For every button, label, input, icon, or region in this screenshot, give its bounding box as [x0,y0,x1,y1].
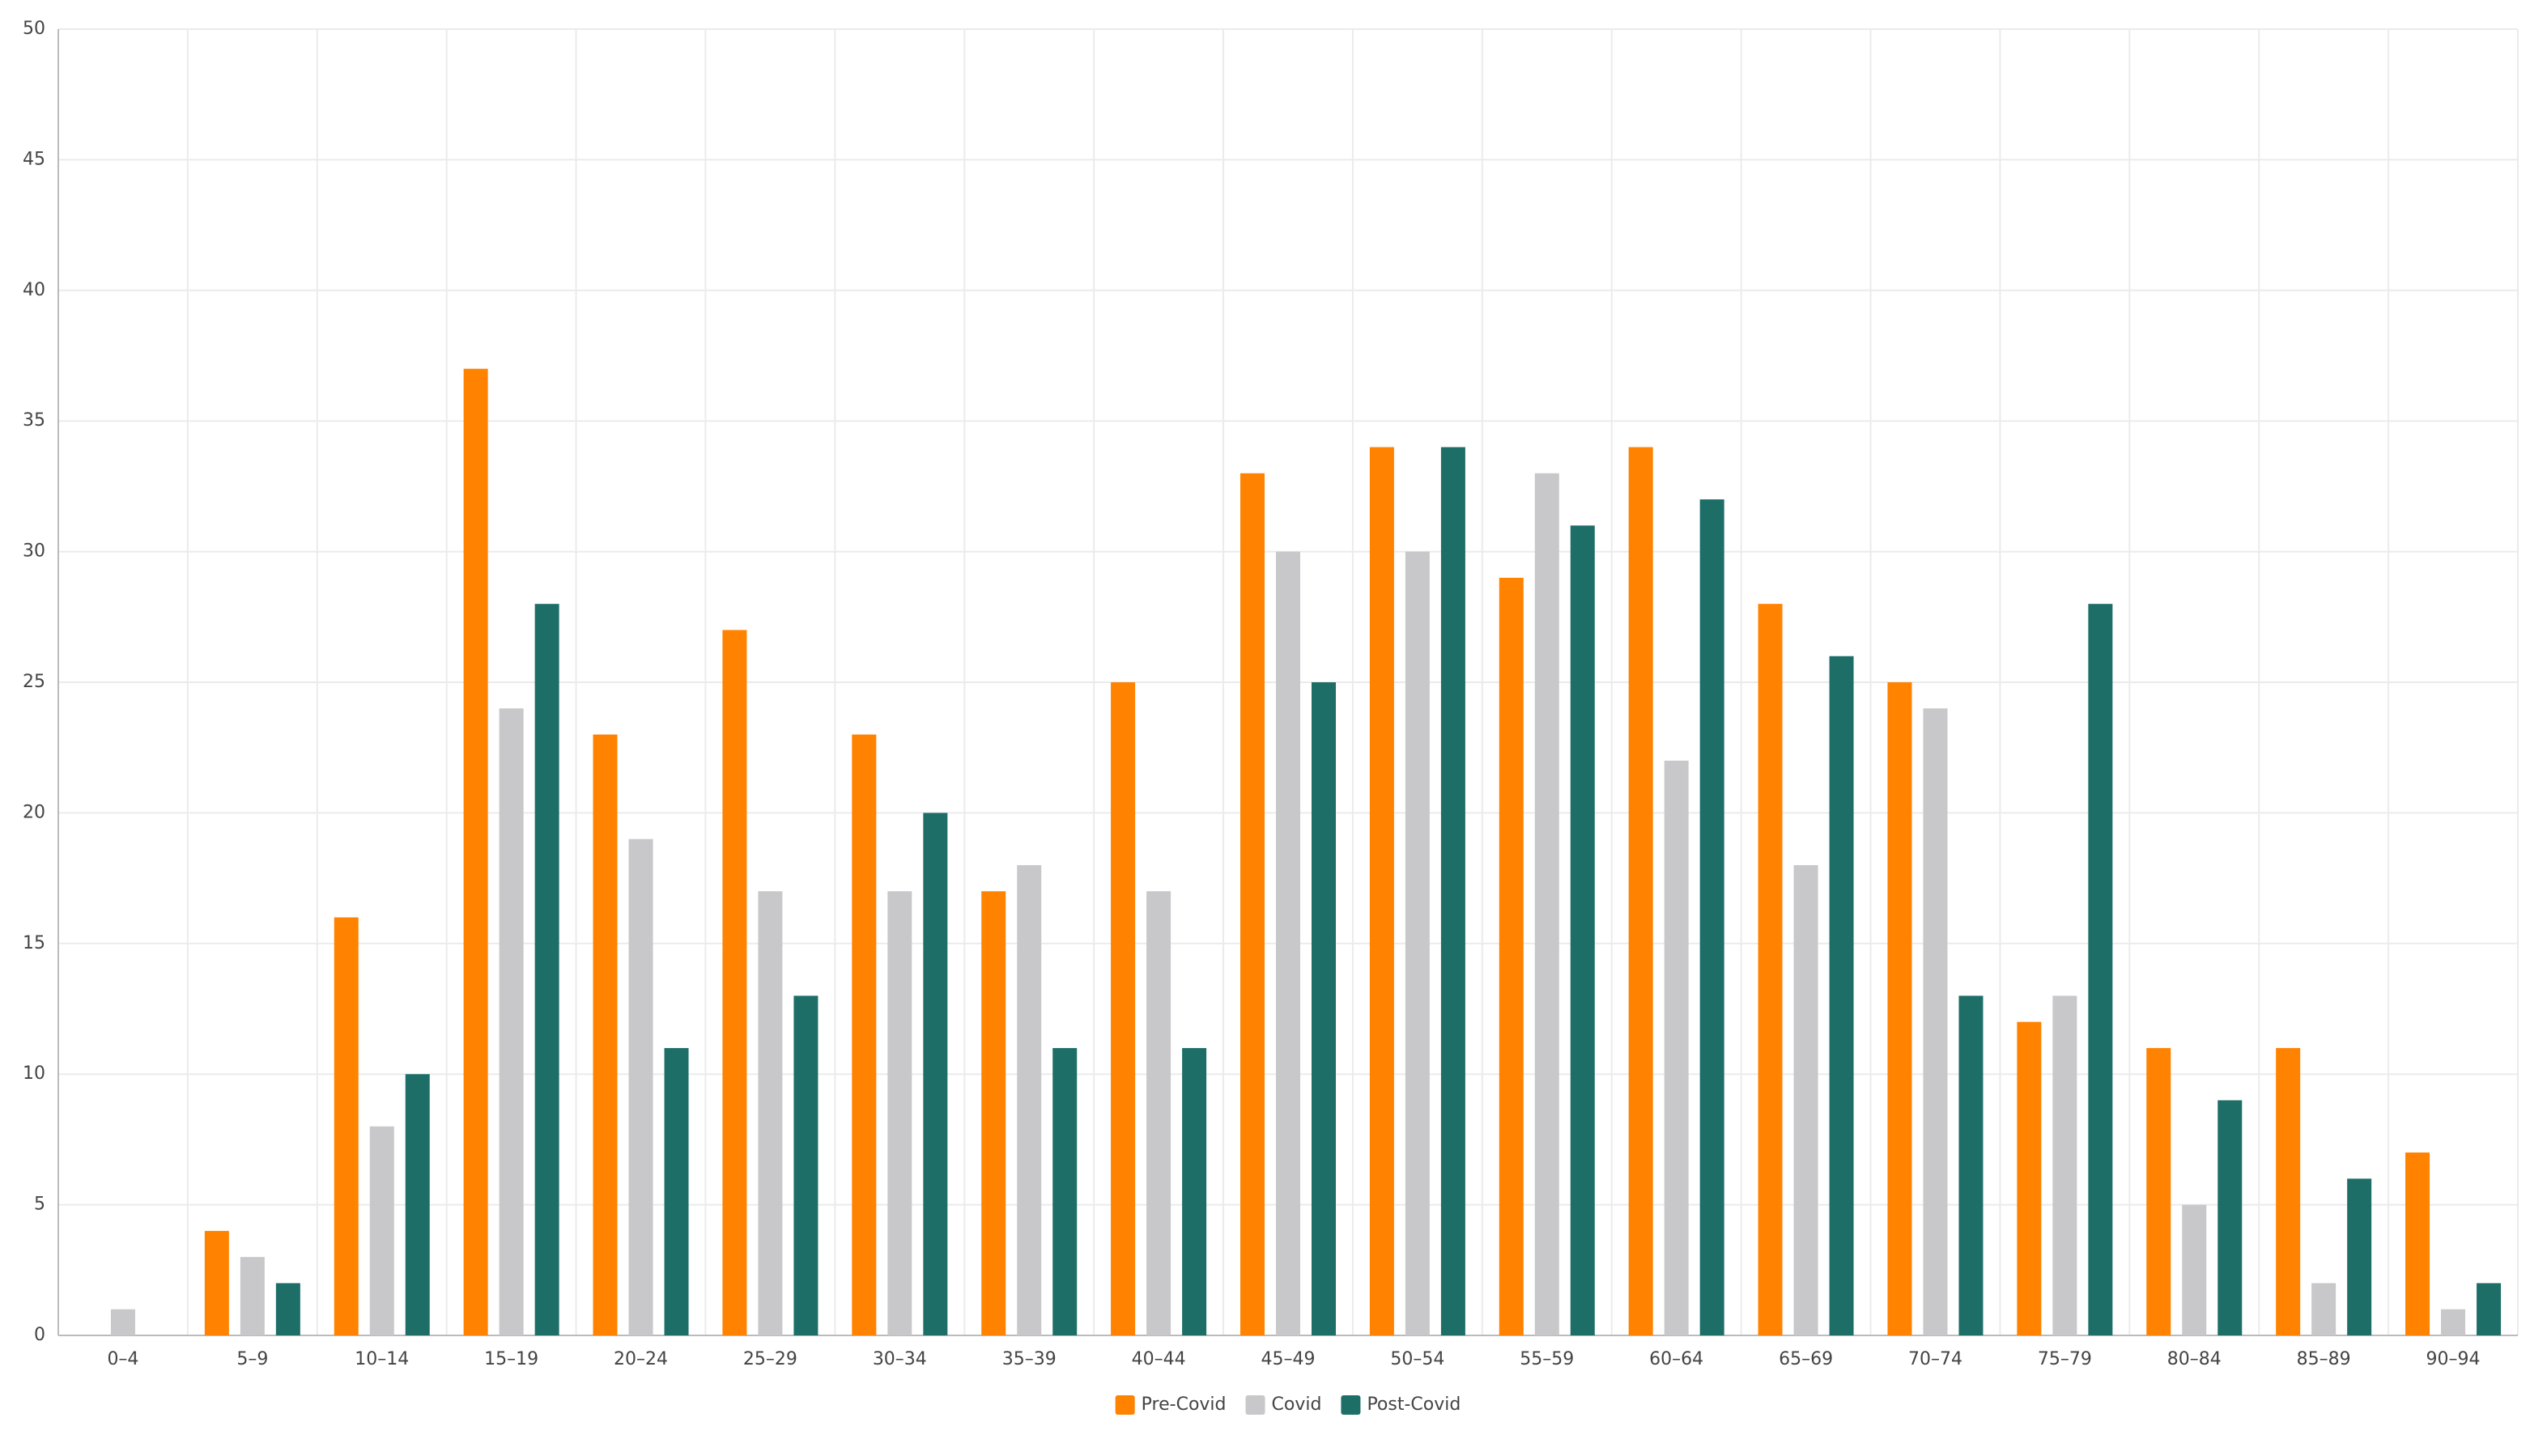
x-tick-label: 50–54 [1390,1349,1444,1369]
x-tick-label: 10–14 [355,1349,409,1369]
bar [1628,447,1653,1335]
legend-swatch [1245,1395,1265,1415]
bar [887,891,912,1335]
x-tick-label: 55–59 [1520,1349,1574,1369]
bar [981,891,1006,1335]
bar [628,838,653,1335]
bar [1570,525,1595,1335]
bar [1758,604,1783,1335]
bar [1499,577,1524,1335]
y-tick-label: 25 [23,672,45,692]
bar [110,1309,135,1335]
legend-label: Pre-Covid [1142,1394,1227,1415]
legend-label: Covid [1272,1394,1322,1415]
bar [275,1283,300,1335]
legend-swatch [1115,1395,1135,1415]
bar [1664,760,1689,1335]
x-tick-label: 30–34 [873,1349,927,1369]
legend-swatch [1341,1395,1361,1415]
x-tick-label: 65–69 [1779,1349,1833,1369]
bar [334,917,359,1335]
bar [1534,473,1559,1335]
bar [2405,1152,2430,1335]
bar [204,1230,229,1335]
bar [369,1126,394,1335]
x-tick-label: 25–29 [743,1349,797,1369]
bar [2477,1283,2502,1335]
bar [240,1257,265,1335]
bar [852,734,877,1335]
x-tick-label: 0–4 [107,1349,138,1369]
x-tick-label: 85–89 [2297,1349,2351,1369]
bar [1958,995,1984,1335]
x-tick-label: 90–94 [2426,1349,2481,1369]
bar [1793,864,1818,1335]
x-tick-label: 80–84 [2167,1349,2222,1369]
y-tick-label: 5 [34,1195,45,1215]
y-tick-label: 50 [23,19,45,39]
y-tick-label: 35 [23,410,45,431]
bar [1405,551,1430,1335]
y-tick-label: 0 [34,1325,45,1345]
bar [1369,447,1394,1335]
x-tick-label: 45–49 [1261,1349,1316,1369]
bar [1312,682,1336,1335]
bar [2017,1021,2042,1335]
bar [2217,1100,2243,1335]
bar [1017,864,1042,1335]
bar [405,1074,430,1335]
x-tick-label: 20–24 [614,1349,668,1369]
bar [499,708,524,1335]
bar [722,630,747,1335]
bar [1699,499,1724,1335]
bar [2276,1047,2301,1335]
bar [2146,1047,2171,1335]
bar [1182,1047,1207,1335]
bar [1276,551,1300,1335]
x-tick-label: 40–44 [1132,1349,1186,1369]
bar [1923,708,1948,1335]
x-tick-label: 5–9 [236,1349,268,1369]
bar [1146,891,1171,1335]
bar [923,813,948,1335]
bar [1111,682,1136,1335]
y-tick-label: 20 [23,802,45,822]
y-tick-label: 45 [23,149,45,169]
x-tick-label: 15–19 [484,1349,538,1369]
bar [2052,995,2077,1335]
bar [2347,1178,2372,1335]
legend-label: Post-Covid [1367,1394,1461,1415]
bar [593,734,618,1335]
bar [1052,1047,1078,1335]
y-tick-label: 10 [23,1063,45,1084]
bar [2088,604,2113,1335]
x-tick-label: 60–64 [1649,1349,1703,1369]
bar [758,891,783,1335]
bar [1829,656,1854,1335]
y-tick-label: 15 [23,933,45,953]
bar [2182,1204,2207,1335]
y-tick-label: 40 [23,280,45,300]
bar [1240,473,1265,1335]
bar [2311,1283,2337,1335]
bar [1887,682,1912,1335]
y-tick-label: 30 [23,541,45,562]
x-tick-label: 75–79 [2038,1349,2092,1369]
bar [664,1047,689,1335]
bar [534,604,559,1335]
bar [2441,1309,2466,1335]
bar [1440,447,1465,1335]
x-tick-label: 35–39 [1002,1349,1057,1369]
bar [793,995,819,1335]
x-tick-label: 70–74 [1908,1349,1962,1369]
bar [463,368,488,1335]
